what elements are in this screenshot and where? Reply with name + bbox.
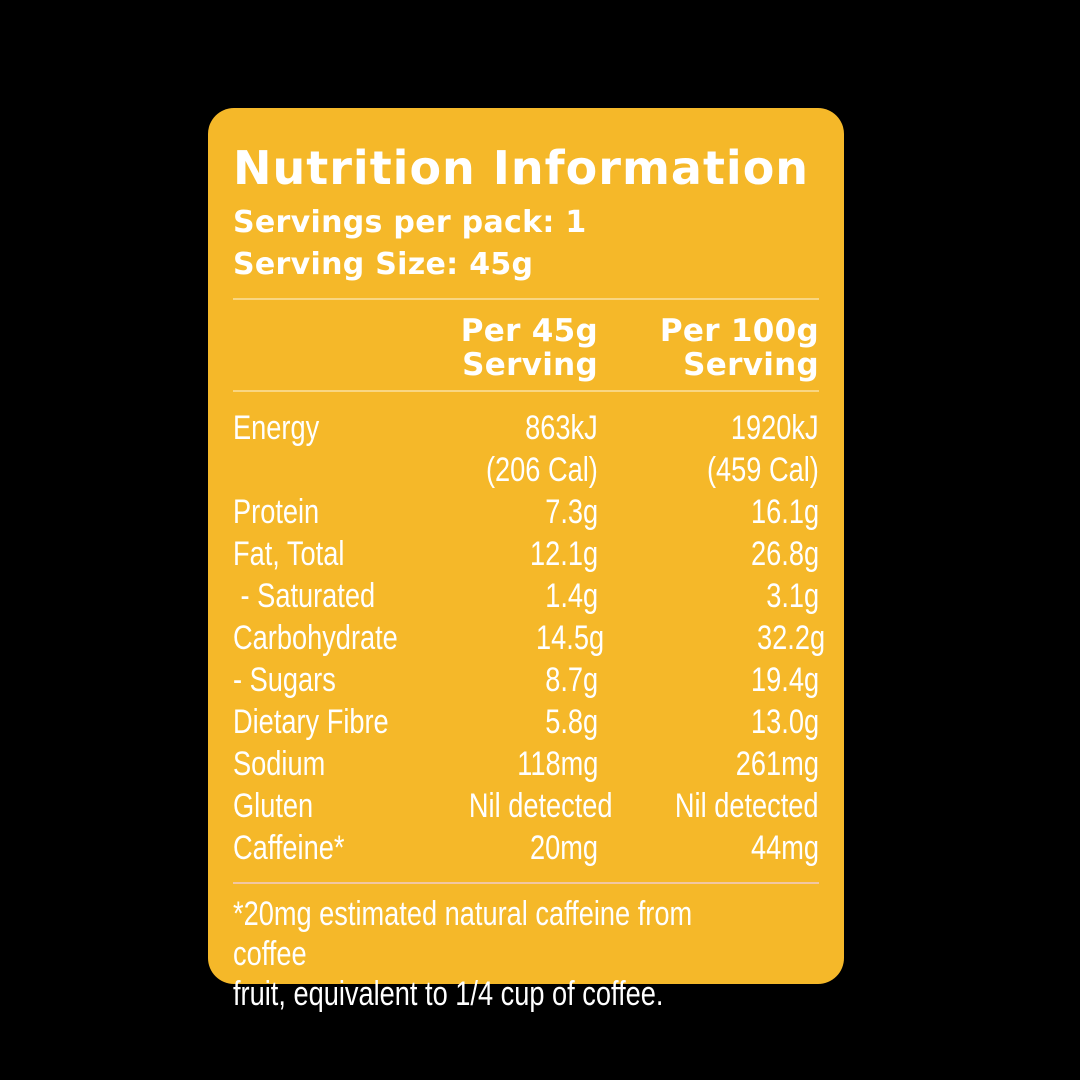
panel-title: Nutrition Information [233, 141, 810, 195]
nutrition-panel: Nutrition Information Servings per pack:… [208, 108, 844, 1013]
value-per-45g: Nil detected [468, 787, 613, 825]
table-row: Energy 863kJ 1920kJ [233, 407, 819, 449]
nutrient-label: Gluten [233, 787, 314, 825]
value-per-100g: (459 Cal) [707, 451, 819, 489]
footnote: *20mg estimated natural caffeine from co… [233, 894, 819, 1014]
value-per-100g: Nil detected [675, 787, 819, 825]
nutrient-label: Fat, Total [233, 535, 345, 573]
nutrient-label: Energy [233, 409, 320, 447]
column-header-per-45g: Per 45g Serving [460, 313, 598, 383]
nutrient-label: Dietary Fibre [233, 703, 389, 741]
divider-footer [233, 882, 819, 884]
value-per-45g: 118mg [516, 745, 598, 783]
value-per-45g: 5.8g [545, 703, 598, 741]
value-per-45g: 12.1g [529, 535, 598, 573]
table-row: (206 Cal) (459 Cal) [233, 449, 819, 491]
nutrient-label: Sodium [233, 745, 326, 783]
column-header-spacer [233, 314, 433, 382]
table-row: Dietary Fibre 5.8g 13.0g [233, 701, 819, 743]
divider-top [233, 298, 819, 300]
serving-info: Servings per pack: 1 Serving Size: 45g [233, 202, 819, 286]
value-per-45g: 14.5g [535, 619, 605, 657]
value-per-100g: 44mg [750, 829, 819, 867]
servings-per-pack: Servings per pack: 1 [233, 205, 587, 240]
nutrient-label: - Saturated [233, 577, 376, 615]
value-per-100g: 261mg [735, 745, 819, 783]
value-per-45g: 20mg [529, 829, 598, 867]
serving-size: Serving Size: 45g [233, 247, 534, 282]
table-row: Fat, Total 12.1g 26.8g [233, 533, 819, 575]
value-per-100g: 1920kJ [731, 409, 819, 447]
nutrient-label: Caffeine* [233, 829, 345, 867]
value-per-45g: 8.7g [545, 661, 598, 699]
nutrient-label: Carbohydrate [233, 619, 398, 657]
table-row: Caffeine* 20mg 44mg [233, 827, 819, 869]
table-row: - Sugars 8.7g 19.4g [233, 659, 819, 701]
value-per-100g: 32.2g [756, 619, 826, 657]
column-header-per-100g: Per 100g Serving [659, 313, 819, 383]
column-headers: Per 45g Serving Per 100g Serving [233, 314, 819, 382]
nutrition-table: Energy 863kJ 1920kJ (206 Cal) (459 Cal) Prote… [233, 407, 825, 869]
value-per-100g: 19.4g [750, 661, 819, 699]
value-per-100g: 3.1g [766, 577, 819, 615]
value-per-45g: 7.3g [545, 493, 598, 531]
table-row: Sodium 118mg 261mg [233, 743, 819, 785]
value-per-45g: (206 Cal) [486, 451, 598, 489]
value-per-100g: 26.8g [750, 535, 819, 573]
table-row: Carbohydrate 14.5g 32.2g [233, 617, 825, 659]
table-row: Gluten Nil detected Nil detected [233, 785, 819, 827]
nutrient-label: - Sugars [233, 661, 336, 699]
value-per-100g: 16.1g [750, 493, 819, 531]
nutrient-label: Protein [233, 493, 320, 531]
table-row: - Saturated 1.4g 3.1g [233, 575, 819, 617]
value-per-100g: 13.0g [750, 703, 819, 741]
value-per-45g: 863kJ [525, 409, 598, 447]
value-per-45g: 1.4g [545, 577, 598, 615]
table-row: Protein 7.3g 16.1g [233, 491, 819, 533]
divider-header [233, 390, 819, 392]
footnote-text: *20mg estimated natural caffeine from co… [233, 895, 693, 1013]
